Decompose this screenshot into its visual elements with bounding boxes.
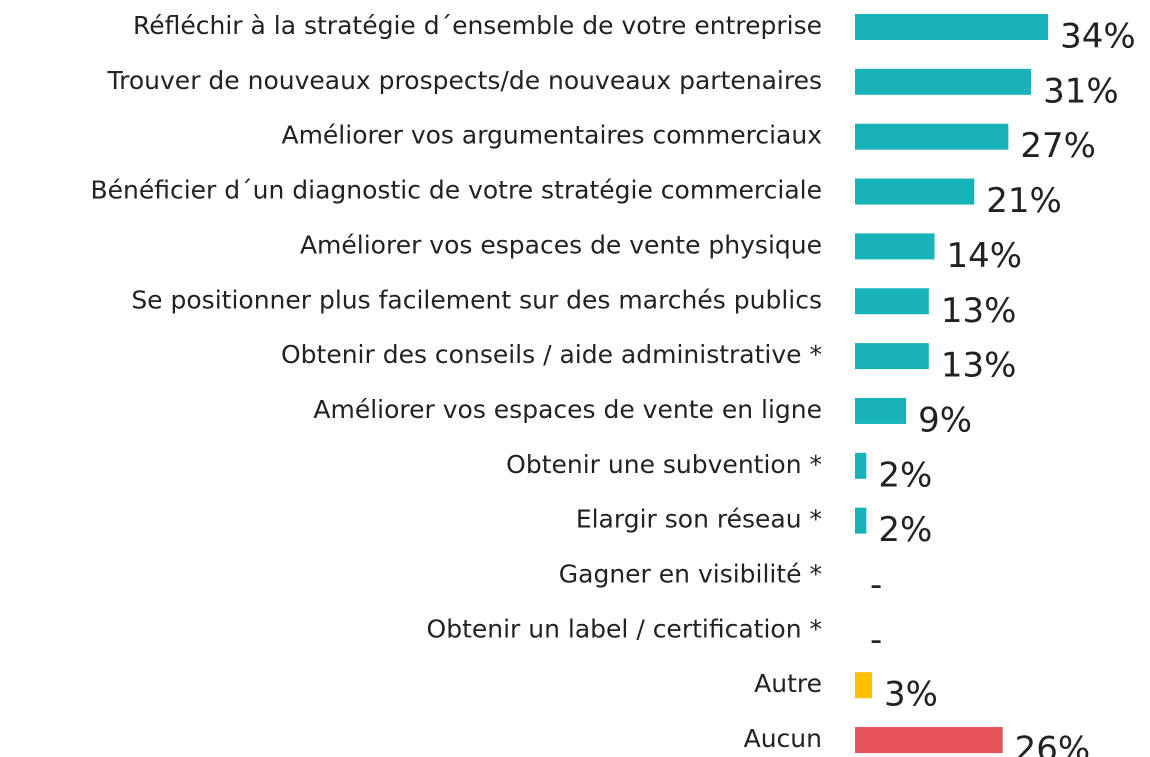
bar bbox=[855, 343, 929, 370]
category-label: Réfléchir à la stratégie d´ensemble de v… bbox=[133, 11, 822, 40]
value-label: 14% bbox=[947, 236, 1023, 276]
value-label: - bbox=[870, 620, 882, 660]
value-label: - bbox=[870, 565, 882, 605]
value-label: 34% bbox=[1060, 17, 1136, 57]
category-label: Trouver de nouveaux prospects/de nouveau… bbox=[107, 66, 822, 95]
value-label: 3% bbox=[884, 675, 938, 715]
value-label: 13% bbox=[941, 346, 1017, 386]
category-label: Améliorer vos espaces de vente physique bbox=[300, 230, 822, 259]
category-label: Obtenir une subvention * bbox=[506, 450, 822, 479]
value-label: 9% bbox=[918, 400, 972, 440]
bar bbox=[855, 507, 867, 534]
category-label: Améliorer vos espaces de vente en ligne bbox=[313, 395, 822, 424]
value-label: 31% bbox=[1043, 71, 1119, 111]
category-label: Se positionner plus facilement sur des m… bbox=[131, 285, 822, 314]
bar bbox=[855, 233, 935, 260]
category-label: Aucun bbox=[744, 724, 822, 753]
bar bbox=[855, 68, 1032, 95]
category-label: Obtenir un label / certification * bbox=[427, 614, 822, 643]
category-label: Obtenir des conseils / aide administrati… bbox=[281, 340, 822, 369]
bar bbox=[855, 672, 873, 699]
value-label: 26% bbox=[1015, 730, 1091, 757]
value-label: 21% bbox=[986, 181, 1062, 221]
bar bbox=[855, 123, 1009, 150]
bar bbox=[855, 288, 929, 315]
category-label: Bénéficier d´un diagnostic de votre stra… bbox=[90, 176, 822, 205]
value-label: 27% bbox=[1020, 126, 1096, 166]
value-label: 13% bbox=[941, 291, 1017, 331]
category-label: Autre bbox=[754, 669, 822, 698]
category-label: Elargir son réseau * bbox=[576, 505, 822, 534]
bar bbox=[855, 178, 975, 205]
value-label: 2% bbox=[878, 510, 932, 550]
category-label: Améliorer vos argumentaires commerciaux bbox=[281, 121, 822, 150]
category-label: Gagner en visibilité * bbox=[559, 560, 822, 589]
bar bbox=[855, 727, 1003, 754]
bar bbox=[855, 452, 867, 479]
value-label: 2% bbox=[878, 455, 932, 495]
bar bbox=[855, 14, 1049, 40]
bar bbox=[855, 397, 907, 424]
